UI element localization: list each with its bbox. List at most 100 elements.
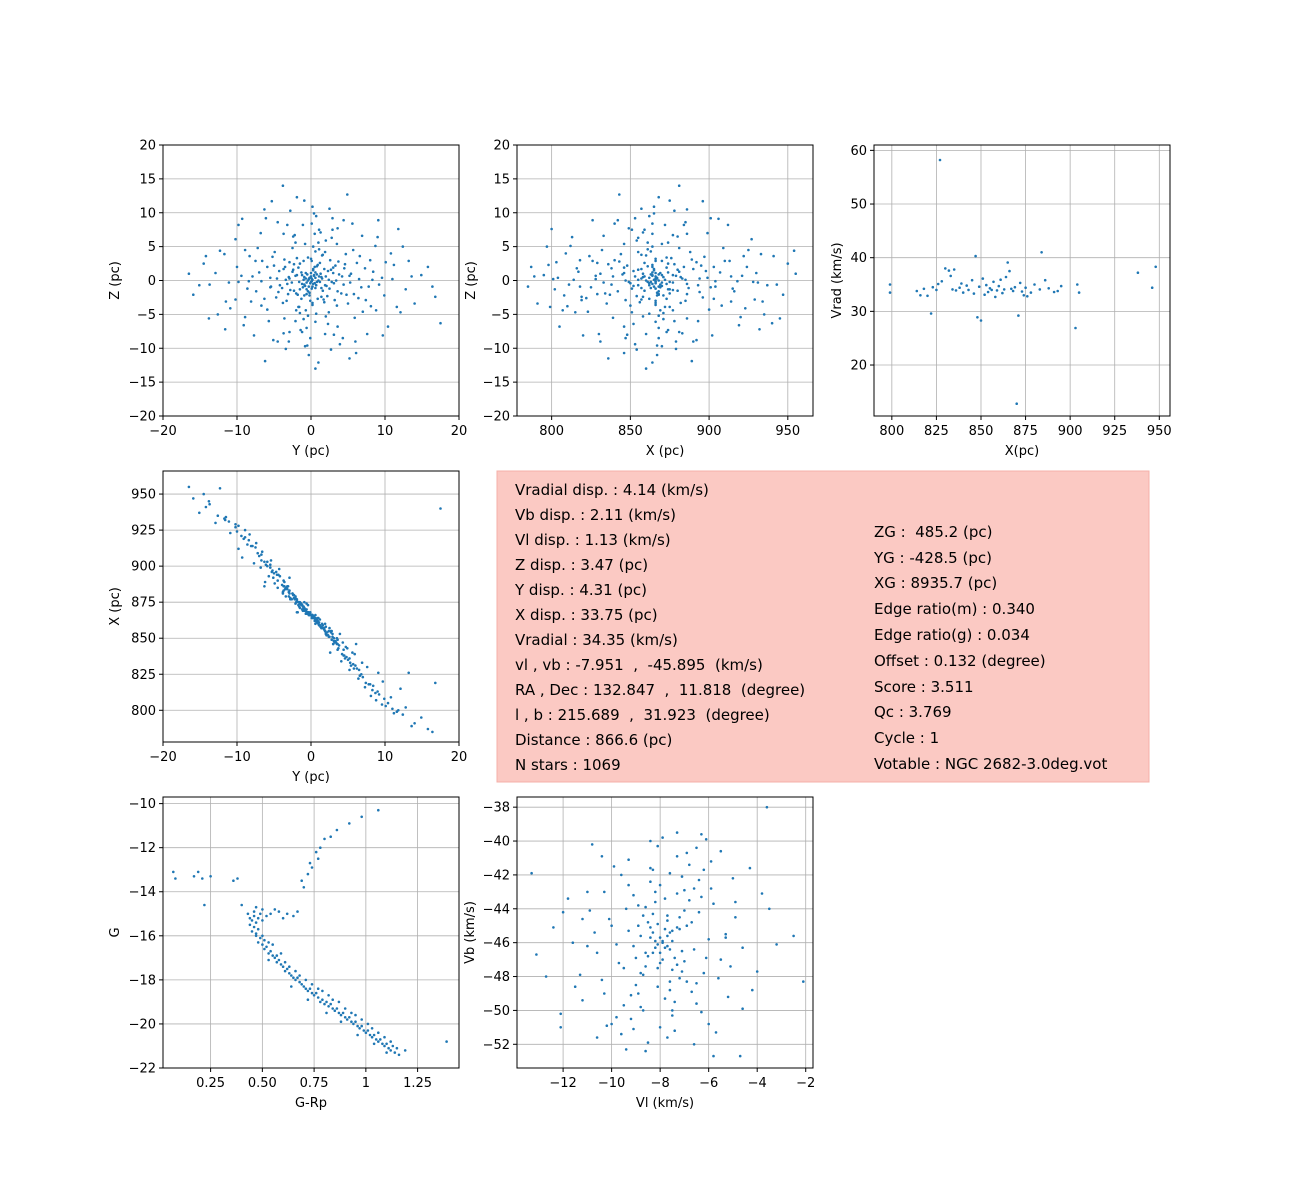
- data-point: [569, 244, 572, 248]
- data-point: [269, 949, 272, 953]
- data-point: [331, 1007, 335, 1010]
- data-point: [380, 276, 384, 280]
- data-point: [267, 952, 270, 955]
- data-point: [391, 277, 394, 281]
- data-point: [314, 271, 317, 274]
- data-point: [395, 305, 399, 309]
- data-point: [344, 252, 348, 256]
- data-point: [700, 833, 703, 836]
- data-point: [356, 1033, 359, 1037]
- data-point: [314, 214, 318, 218]
- data-point: [651, 282, 654, 286]
- info-line: l , b : 215.689 , 31.923 (degree): [515, 706, 770, 724]
- data-point: [652, 267, 656, 271]
- info-line: Edge ratio(g) : 0.034: [874, 626, 1030, 644]
- y-axis-label: Z (pc): [108, 261, 123, 300]
- data-point: [267, 958, 270, 962]
- y-axis-label: Vrad (km/s): [830, 242, 845, 318]
- data-point: [1074, 326, 1077, 330]
- data-point: [389, 1049, 393, 1052]
- data-point: [296, 910, 299, 913]
- data-point: [248, 916, 252, 920]
- data-point: [397, 1053, 401, 1057]
- data-point: [334, 279, 338, 282]
- data-point: [261, 934, 264, 938]
- data-point: [657, 285, 660, 288]
- data-point: [755, 970, 759, 973]
- data-point: [314, 312, 318, 316]
- data-point: [340, 660, 343, 663]
- data-point: [317, 228, 321, 231]
- data-point: [994, 295, 997, 299]
- data-point: [277, 269, 281, 273]
- data-point: [270, 199, 274, 203]
- data-point: [651, 271, 654, 274]
- data-point: [613, 222, 616, 225]
- data-point: [675, 892, 679, 895]
- data-point: [639, 971, 642, 975]
- data-point: [355, 261, 359, 265]
- data-point: [256, 246, 260, 250]
- data-point: [673, 319, 676, 323]
- data-point: [272, 264, 276, 267]
- data-point: [1059, 284, 1063, 288]
- data-point: [389, 252, 393, 255]
- data-point: [229, 531, 232, 535]
- data-point: [938, 158, 942, 162]
- data-point: [644, 951, 647, 955]
- info-line: Edge ratio(m) : 0.340: [874, 600, 1035, 618]
- data-point: [218, 487, 222, 490]
- data-point: [431, 730, 434, 734]
- data-point: [607, 357, 610, 360]
- data-point: [581, 917, 584, 921]
- axes-frame: [516, 796, 814, 1069]
- data-point: [234, 237, 237, 241]
- data-point: [929, 312, 933, 315]
- data-point: [781, 293, 785, 297]
- data-point: [328, 258, 332, 262]
- data-point: [314, 622, 317, 626]
- data-point: [329, 1002, 333, 1006]
- data-point: [313, 265, 317, 269]
- data-point: [276, 220, 280, 224]
- data-point: [381, 680, 385, 683]
- data-point: [305, 288, 308, 291]
- data-point: [365, 332, 369, 336]
- data-point: [709, 887, 713, 890]
- data-point: [981, 277, 985, 280]
- data-point: [309, 299, 312, 303]
- data-point: [651, 265, 654, 269]
- data-point: [281, 965, 285, 968]
- data-point: [644, 367, 648, 370]
- data-point: [377, 671, 380, 675]
- scatter-panel-cmd: 0.25 0.50 0.75 1 1.25 −22 −20 −18 −16 −14 −12 −10 G-…: [108, 796, 460, 1111]
- data-point: [300, 983, 304, 986]
- data-point: [391, 707, 394, 711]
- data-point: [656, 922, 659, 926]
- data-point: [600, 978, 604, 982]
- data-point: [651, 273, 654, 277]
- data-point: [284, 347, 288, 351]
- data-point: [323, 300, 326, 304]
- data-point: [690, 990, 693, 994]
- data-point: [357, 668, 361, 672]
- data-point: [658, 883, 662, 887]
- data-point: [285, 299, 288, 303]
- data-point: [326, 269, 330, 273]
- x-tick-label: 925: [1102, 424, 1127, 439]
- data-point: [641, 231, 645, 234]
- data-point: [275, 960, 279, 964]
- data-point: [298, 288, 302, 291]
- data-point: [407, 671, 411, 675]
- data-point: [977, 285, 981, 289]
- data-point: [348, 657, 351, 660]
- data-point: [644, 332, 648, 336]
- data-point: [641, 295, 645, 299]
- data-point: [303, 294, 306, 297]
- data-point: [736, 279, 739, 283]
- data-point: [926, 294, 929, 298]
- data-point: [336, 290, 339, 293]
- data-point: [266, 560, 269, 564]
- data-point: [675, 963, 679, 966]
- data-point: [318, 618, 322, 621]
